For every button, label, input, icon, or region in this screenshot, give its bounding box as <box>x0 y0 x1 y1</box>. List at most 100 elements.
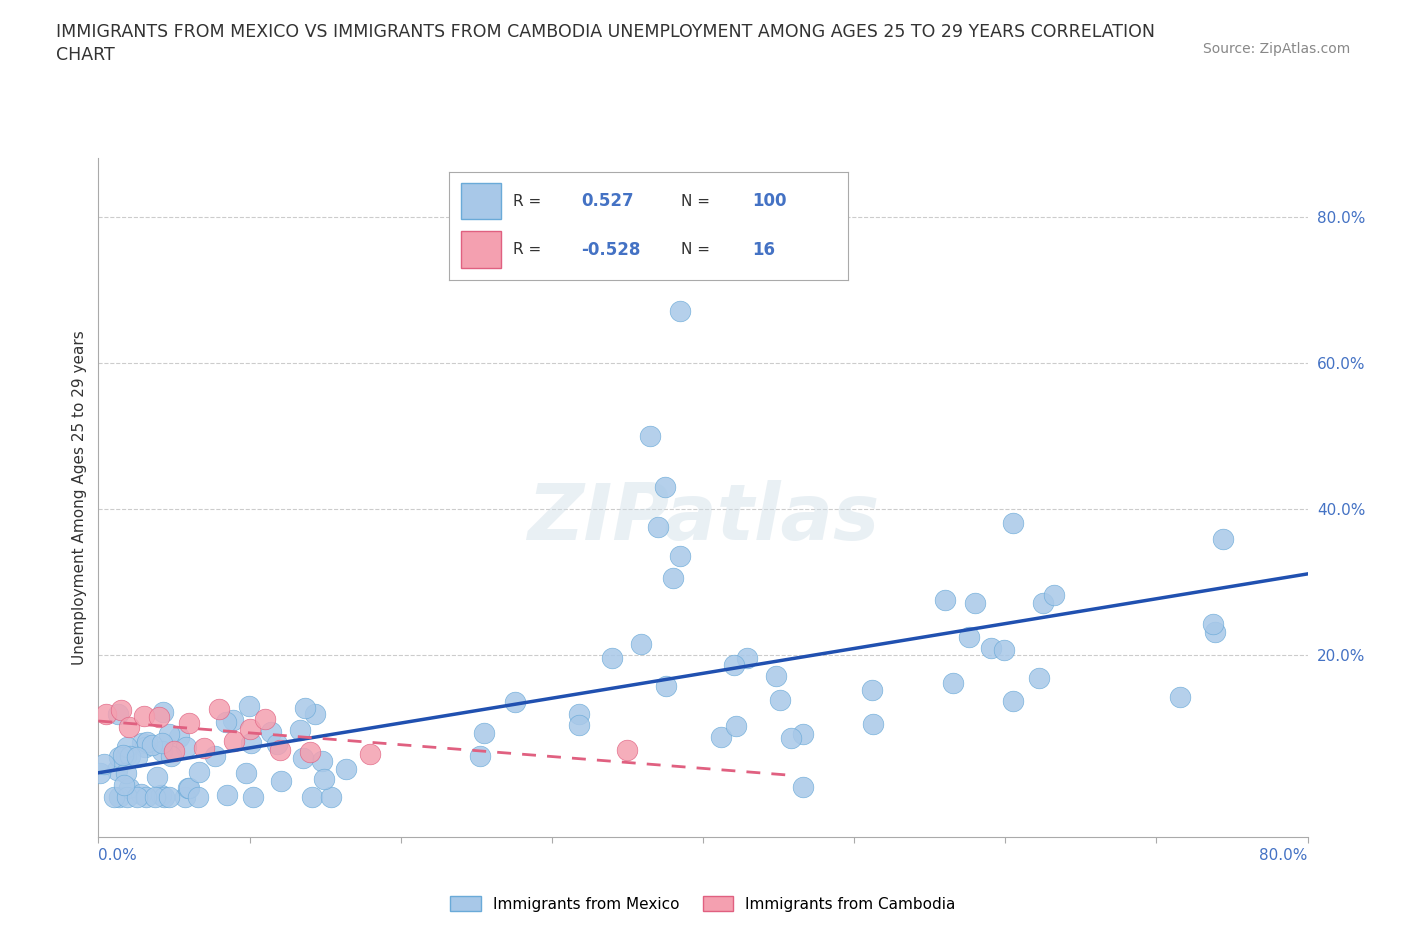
Point <box>266 737 288 751</box>
Point <box>567 707 589 722</box>
Point <box>723 658 745 672</box>
Point <box>654 479 676 494</box>
Point <box>148 710 170 724</box>
Point <box>1002 694 1025 709</box>
Text: CHART: CHART <box>56 46 115 64</box>
Point <box>129 786 152 801</box>
Point <box>105 763 128 777</box>
Point <box>321 790 343 804</box>
Point <box>1032 596 1054 611</box>
Point <box>669 304 692 319</box>
Point <box>149 788 172 803</box>
Point <box>135 790 157 804</box>
Point <box>150 736 173 751</box>
Point <box>167 729 190 744</box>
Point <box>174 739 197 754</box>
Point <box>769 693 792 708</box>
Point <box>114 749 136 764</box>
Point <box>240 735 263 750</box>
Point <box>152 704 174 719</box>
Point <box>239 721 262 736</box>
Point <box>765 669 787 684</box>
Point <box>299 744 322 759</box>
Point <box>567 718 589 733</box>
Point <box>662 570 685 585</box>
Point <box>163 743 186 758</box>
Point <box>600 650 623 665</box>
Point <box>224 733 246 748</box>
Point <box>204 749 226 764</box>
Point <box>188 765 211 780</box>
Point <box>125 750 148 764</box>
Point <box>270 774 292 789</box>
Point <box>110 703 132 718</box>
Point <box>179 715 201 730</box>
Point <box>141 737 163 752</box>
Point <box>735 651 758 666</box>
Point <box>208 701 231 716</box>
Point <box>145 790 167 804</box>
Point <box>150 744 173 759</box>
Point <box>304 707 326 722</box>
Point <box>238 698 260 713</box>
Point <box>136 735 159 750</box>
Point <box>942 675 965 690</box>
Point <box>115 790 138 804</box>
Legend: Immigrants from Mexico, Immigrants from Cambodia: Immigrants from Mexico, Immigrants from … <box>444 889 962 918</box>
Point <box>94 707 117 722</box>
Point <box>179 780 201 795</box>
Point <box>152 790 174 804</box>
Point <box>638 428 661 443</box>
Point <box>616 743 638 758</box>
Point <box>993 643 1015 658</box>
Point <box>108 750 131 764</box>
Point <box>710 730 733 745</box>
Point <box>134 739 156 754</box>
Point <box>117 739 139 754</box>
Point <box>242 790 264 804</box>
Point <box>294 700 316 715</box>
Point <box>215 788 238 803</box>
Point <box>335 761 357 776</box>
Point <box>112 777 135 792</box>
Point <box>269 742 291 757</box>
Point <box>235 766 257 781</box>
Point <box>301 790 323 804</box>
Point <box>103 790 125 804</box>
Point <box>174 790 197 804</box>
Point <box>957 630 980 644</box>
Point <box>157 726 180 741</box>
Point <box>1043 588 1066 603</box>
Point <box>120 749 142 764</box>
Point <box>260 724 283 739</box>
Point <box>253 711 276 726</box>
Point <box>980 641 1002 656</box>
Point <box>193 741 215 756</box>
Point <box>157 790 180 804</box>
Point <box>472 726 495 741</box>
Point <box>1212 531 1234 546</box>
Text: IMMIGRANTS FROM MEXICO VS IMMIGRANTS FROM CAMBODIA UNEMPLOYMENT AMONG AGES 25 TO: IMMIGRANTS FROM MEXICO VS IMMIGRANTS FRO… <box>56 23 1156 41</box>
Text: 80.0%: 80.0% <box>1260 848 1308 863</box>
Point <box>89 765 111 780</box>
Point <box>214 714 236 729</box>
Point <box>108 790 131 804</box>
Point <box>1028 671 1050 685</box>
Point <box>468 749 491 764</box>
Point <box>221 712 243 727</box>
Point <box>159 749 181 764</box>
Point <box>314 772 336 787</box>
Point <box>669 549 692 564</box>
Point <box>724 719 747 734</box>
Point <box>862 716 884 731</box>
Point <box>630 636 652 651</box>
Point <box>1202 617 1225 631</box>
Point <box>1001 515 1024 530</box>
Point <box>360 747 382 762</box>
Point <box>112 748 135 763</box>
Point <box>1168 690 1191 705</box>
Point <box>118 780 141 795</box>
Point <box>934 592 956 607</box>
Point <box>125 790 148 804</box>
Point <box>145 769 167 784</box>
